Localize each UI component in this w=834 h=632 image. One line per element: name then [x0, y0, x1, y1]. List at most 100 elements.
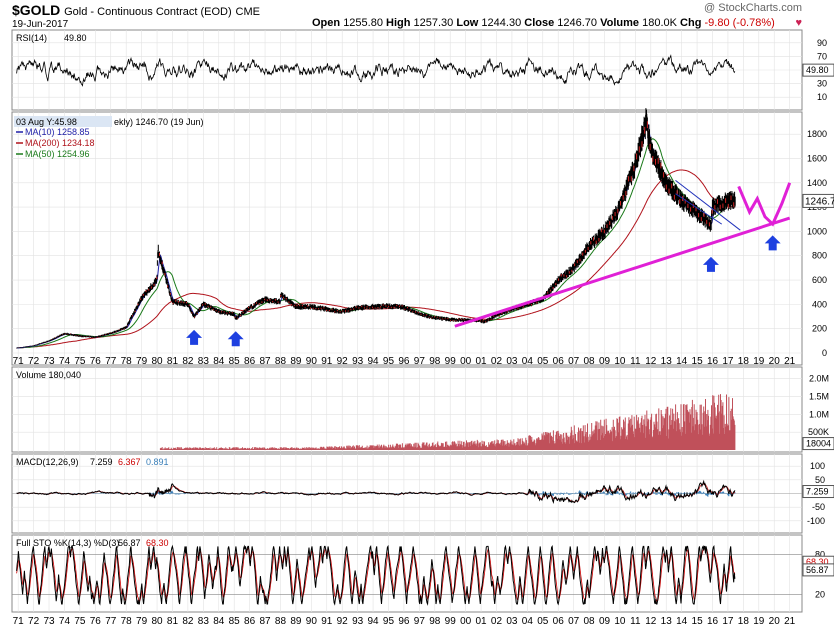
rsi-label: RSI(14)	[16, 33, 47, 43]
symbol-title: $GOLD Gold - Continuous Contract (EOD) C…	[12, 2, 260, 18]
volume-tag: 18004	[806, 439, 831, 449]
sto-tick-label: 80	[815, 549, 825, 559]
x-tick-label: 71	[13, 356, 25, 367]
rsi-tick-label: 90	[817, 38, 827, 48]
x-tick-label: 18	[738, 356, 750, 367]
macd-tag: 7.259	[806, 487, 829, 497]
macd-value-3: 0.891	[146, 457, 169, 467]
x-tick-label-bottom: 85	[229, 616, 241, 627]
macd-line	[16, 479, 736, 504]
rsi-line	[16, 54, 736, 87]
rsi-tag-box	[802, 63, 834, 77]
x-tick-label-bottom: 17	[722, 616, 734, 627]
x-tick-label-bottom: 99	[445, 616, 457, 627]
x-tick-label: 74	[59, 356, 71, 367]
price-tick-label: 200	[812, 324, 827, 334]
close-value: 1246.70	[557, 17, 598, 29]
x-tick-label: 19	[753, 356, 765, 367]
x-tick-label-bottom: 92	[337, 616, 349, 627]
x-tick-label-bottom: 12	[645, 616, 657, 627]
x-tick-label-bottom: 14	[676, 616, 688, 627]
close-label: Close	[524, 17, 555, 29]
x-tick-label-bottom: 11	[630, 616, 641, 627]
x-tick-label: 86	[244, 356, 256, 367]
x-tick-label-bottom: 77	[105, 616, 117, 627]
x-tick-label-bottom: 84	[213, 616, 225, 627]
volume-tick-label: 500K	[808, 427, 829, 437]
x-tick-label-bottom: 80	[151, 616, 163, 627]
x-tick-label: 02	[491, 356, 503, 367]
price-tick-label: 1000	[807, 226, 827, 236]
x-tick-label: 00	[460, 356, 472, 367]
low-label: Low	[456, 17, 479, 29]
x-tick-label: 07	[568, 356, 580, 367]
x-tick-label: 94	[367, 356, 379, 367]
x-tick-label: 03	[506, 356, 518, 367]
price-tick-label: 1800	[807, 129, 827, 139]
heart-icon[interactable]: ♥	[795, 17, 802, 29]
x-tick-label-bottom: 87	[259, 616, 271, 627]
x-tick-label-bottom: 98	[429, 616, 441, 627]
x-tick-label: 13	[661, 356, 673, 367]
x-tick-label: 82	[182, 356, 194, 367]
x-tick-label-bottom: 15	[692, 616, 704, 627]
legend-entry: MA(200) 1234.18	[25, 138, 95, 148]
x-tick-label: 20	[769, 356, 781, 367]
x-tick-label: 77	[105, 356, 117, 367]
price-tick-label: 1600	[807, 153, 827, 163]
up-arrow-marker	[702, 256, 719, 272]
x-tick-label: 99	[445, 356, 457, 367]
rsi-tick-label: 10	[817, 92, 827, 102]
panel-frame-price	[11, 111, 803, 366]
macd-tick-label: 100	[810, 461, 825, 471]
macd-tag-box	[802, 485, 834, 499]
x-tick-label: 80	[151, 356, 163, 367]
up-arrow-marker	[764, 235, 781, 251]
x-tick-label: 08	[584, 356, 596, 367]
x-tick-label-bottom: 71	[13, 616, 25, 627]
sto-label: Full STO %K(14,3) %D(3)	[16, 538, 119, 548]
x-tick-label-bottom: 79	[136, 616, 148, 627]
x-tick-label-bottom: 13	[661, 616, 673, 627]
x-tick-label-bottom: 82	[182, 616, 194, 627]
ohlc-readout: Open 1255.80 High 1257.30 Low 1244.30 Cl…	[312, 17, 775, 29]
x-tick-label-bottom: 91	[321, 616, 333, 627]
high-label: High	[386, 17, 411, 29]
volume-tick-label: 1.0M	[809, 409, 829, 419]
up-arrow-marker	[186, 329, 203, 345]
macd-value-1: 7.259	[90, 457, 113, 467]
x-tick-label: 14	[676, 356, 688, 367]
x-tick-label: 95	[383, 356, 395, 367]
x-tick-label: 88	[275, 356, 287, 367]
projection-path	[737, 182, 792, 227]
volume-tick-label: 2.0M	[809, 374, 829, 384]
x-tick-label: 05	[537, 356, 549, 367]
symbol: $GOLD	[12, 2, 61, 18]
x-tick-label-bottom: 03	[506, 616, 518, 627]
chart-date: 19-Jun-2017	[12, 19, 69, 30]
x-tick-label: 87	[259, 356, 271, 367]
open-label: Open	[312, 17, 341, 29]
x-tick-label-bottom: 19	[753, 616, 765, 627]
x-tick-label: 11	[630, 356, 641, 367]
volume-bars	[159, 394, 736, 450]
support-trendline	[454, 216, 791, 328]
x-tick-label: 73	[43, 356, 55, 367]
x-tick-label: 72	[28, 356, 40, 367]
x-tick-label-bottom: 96	[398, 616, 410, 627]
rsi-tick-label: 30	[817, 79, 827, 89]
x-tick-label: 97	[414, 356, 426, 367]
hover-readout: 03 Aug Y:45.98	[16, 117, 77, 127]
price-tick-label: 400	[812, 299, 827, 309]
x-tick-label-bottom: 81	[167, 616, 179, 627]
x-tick-label-bottom: 73	[43, 616, 55, 627]
volume-value: 180.0K	[642, 17, 677, 29]
x-tick-label-bottom: 16	[707, 616, 719, 627]
price-tick-label: 1400	[807, 178, 827, 188]
x-tick-label: 09	[599, 356, 611, 367]
x-tick-label: 92	[337, 356, 349, 367]
x-tick-label-bottom: 86	[244, 616, 256, 627]
macd-value-2: 6.367	[118, 457, 141, 467]
up-arrow-marker	[227, 331, 244, 347]
